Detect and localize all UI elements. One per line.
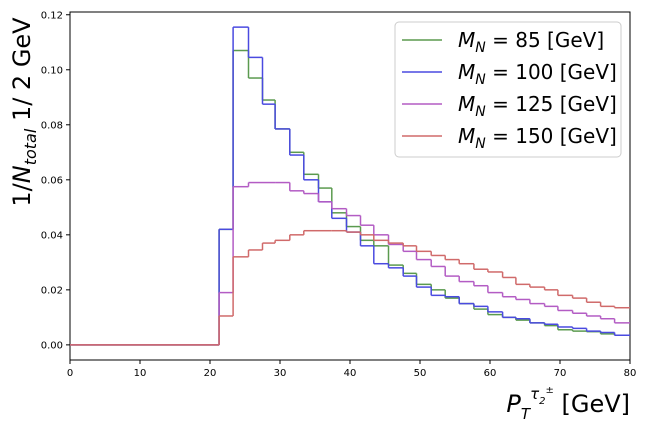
y-tick-label: 0.02 [41,285,63,296]
y-tick-label: 0.04 [41,230,63,241]
y-tick-label: 0.06 [41,175,63,186]
x-tick-label: 20 [204,368,217,379]
legend-label: MN = 85 [GeV] [458,28,604,56]
x-tick-label: 0 [67,368,73,379]
y-tick-label: 0.12 [41,10,63,21]
legend-label: MN = 100 [GeV] [458,60,617,88]
y-tick-label: 0.00 [41,340,63,351]
y-tick-label: 0.08 [41,120,63,131]
x-tick-label: 80 [624,368,637,379]
x-tick-label: 60 [484,368,497,379]
x-tick-label: 70 [554,368,567,379]
legend: MN = 85 [GeV] MN = 100 [GeV] MN = 125 [GeV… [394,21,622,158]
y-axis-label: 1/Ntotal 1/ 2 GeV [8,17,40,207]
legend-label: MN = 150 [GeV] [458,124,617,152]
x-axis-label: PTτ2± [GeV] [506,385,630,423]
x-tick-label: 50 [414,368,427,379]
legend-label: MN = 125 [GeV] [458,92,617,120]
x-tick-label: 30 [274,368,287,379]
legend-box [394,21,622,158]
y-tick-label: 0.10 [41,65,63,76]
x-tick-label: 10 [134,368,147,379]
x-tick-label: 40 [344,368,357,379]
